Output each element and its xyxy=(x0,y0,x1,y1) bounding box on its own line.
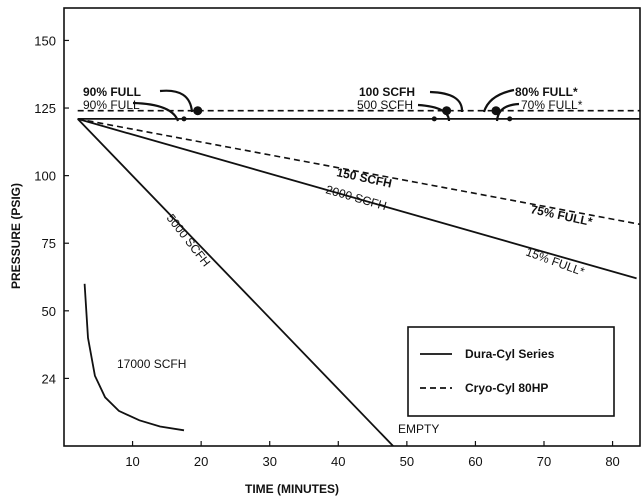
y-axis-title: PRESSURE (PSIG) xyxy=(9,183,23,289)
y-tick-label: 75 xyxy=(42,236,56,251)
annotation-label: 75% FULL* xyxy=(529,202,594,229)
x-tick-label: 80 xyxy=(605,454,619,469)
x-axis-title: TIME (MINUTES) xyxy=(245,482,339,496)
annotation-label: 100 SCFH xyxy=(359,85,415,99)
annotation-leader xyxy=(429,90,464,113)
x-tick-label: 50 xyxy=(400,454,414,469)
x-tick-label: 70 xyxy=(537,454,551,469)
marker-dot xyxy=(507,116,513,122)
series-line-5000-scfh xyxy=(77,118,394,446)
annotation-leader xyxy=(159,89,194,113)
y-tick-label: 24 xyxy=(42,371,56,386)
x-tick-label: 60 xyxy=(468,454,482,469)
axes: 10 20 30 40 50 60 70 80 24 50 75 100 125 150 TIME (MIN… xyxy=(9,7,641,496)
x-tick-label: 10 xyxy=(125,454,139,469)
series-layer xyxy=(77,109,640,446)
annotation-label: 90% FULL xyxy=(83,98,140,112)
series-line-17000-scfh xyxy=(83,283,185,432)
series-line-150-scfh xyxy=(77,118,640,226)
annotation-leader xyxy=(482,88,515,113)
marker-dot xyxy=(431,116,437,122)
annotation-label: 15% FULL* xyxy=(524,245,587,279)
annotation-label: 80% FULL* xyxy=(515,85,578,99)
marker-dot xyxy=(181,116,187,122)
marker-dot xyxy=(193,106,203,116)
annotation-leader xyxy=(495,102,520,122)
annotation-label: EMPTY xyxy=(398,422,439,436)
legend: Dura-Cyl Series Cryo-Cyl 80HP xyxy=(407,326,615,417)
legend-label: Cryo-Cyl 80HP xyxy=(465,381,548,395)
y-tick-label: 150 xyxy=(34,33,56,48)
y-tick-label: 125 xyxy=(34,101,56,116)
markers-layer xyxy=(181,106,513,122)
legend-label: Dura-Cyl Series xyxy=(465,347,555,361)
legend-box xyxy=(407,326,615,417)
plot-frame xyxy=(63,7,641,447)
y-tick-label: 50 xyxy=(42,304,56,319)
x-tick-label: 20 xyxy=(194,454,208,469)
y-tick-label: 100 xyxy=(34,169,56,184)
annotation-label: 17000 SCFH xyxy=(117,357,186,371)
annotation-label: 5000 SCFH xyxy=(164,211,214,269)
x-tick-label: 30 xyxy=(262,454,276,469)
annotation-label: 90% FULL xyxy=(83,85,141,99)
series-line-2000-scfh xyxy=(77,118,637,280)
annotation-label: 500 SCFH xyxy=(357,98,413,112)
annotation-leader xyxy=(417,103,451,122)
annotation-leader xyxy=(132,101,180,122)
annotation-label: 70% FULL* xyxy=(521,98,583,112)
x-tick-label: 40 xyxy=(331,454,345,469)
